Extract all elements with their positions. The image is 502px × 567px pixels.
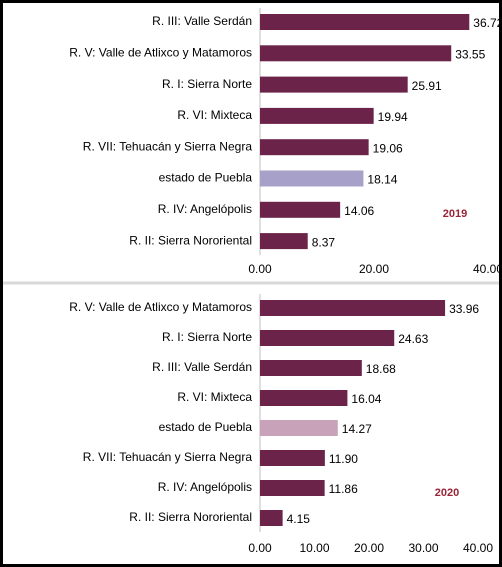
category-label: R. VI: Mixteca [177,108,252,122]
category-label: R. III: Valle Serdán [152,14,252,28]
value-label: 19.06 [373,141,403,155]
bar [260,510,283,526]
value-label: 33.55 [455,47,485,61]
year-annotation: 2019 [443,208,467,220]
category-label: R. III: Valle Serdán [152,360,252,374]
category-label: R. I: Sierra Norte [162,330,252,344]
value-label: 24.63 [398,332,428,346]
bar [260,107,374,124]
value-label: 19.94 [378,110,408,124]
category-label: R. VII: Tehuacán y Sierra Negra [83,139,253,153]
category-label: estado de Puebla [159,420,253,434]
value-label: 18.14 [367,173,397,187]
bar [260,300,446,316]
category-label: R. VII: Tehuacán y Sierra Negra [83,450,253,464]
value-label: 11.90 [329,452,358,466]
category-label: R. V: Valle de Atlixco y Matamoros [69,45,252,59]
value-label: 11.86 [329,482,358,496]
value-label: 18.68 [366,362,396,376]
value-label: 4.15 [287,512,311,526]
bar [260,14,470,30]
category-label: R. II: Sierra Nororiental [129,233,252,247]
category-label: R. I: Sierra Norte [162,77,252,91]
bar [260,330,395,346]
value-label: 33.96 [449,302,479,316]
x-tick-label: 40.00 [463,541,493,555]
bar [260,390,348,406]
value-label: 14.27 [342,422,372,436]
x-tick-label: 40.00 [473,262,502,276]
bar [260,233,308,250]
category-label: R. IV: Angelópolis [158,202,252,216]
bar [260,45,452,62]
category-label: R. IV: Angelópolis [158,480,252,494]
bar [260,76,408,93]
bar [260,450,325,466]
bar [260,139,369,156]
x-tick-label: 0.00 [248,541,272,555]
value-label: 36.72 [473,16,502,30]
x-tick-label: 30.00 [408,541,438,555]
category-label: R. II: Sierra Nororiental [129,510,252,524]
bar [260,201,341,218]
value-label: 25.91 [412,79,442,93]
bar [260,170,364,187]
bar [260,360,362,376]
category-label: R. V: Valle de Atlixco y Matamoros [69,300,252,314]
category-label: estado de Puebla [159,171,253,185]
value-label: 8.37 [312,235,336,249]
category-label: R. VI: Mixteca [177,390,252,404]
value-label: 14.06 [344,204,374,218]
x-tick-label: 20.00 [359,262,389,276]
value-label: 16.04 [351,392,381,406]
bar [260,480,325,496]
x-tick-label: 20.00 [354,541,384,555]
x-tick-label: 10.00 [299,541,329,555]
x-tick-label: 0.00 [248,262,272,276]
bar [260,420,338,436]
year-annotation: 2020 [435,487,459,499]
